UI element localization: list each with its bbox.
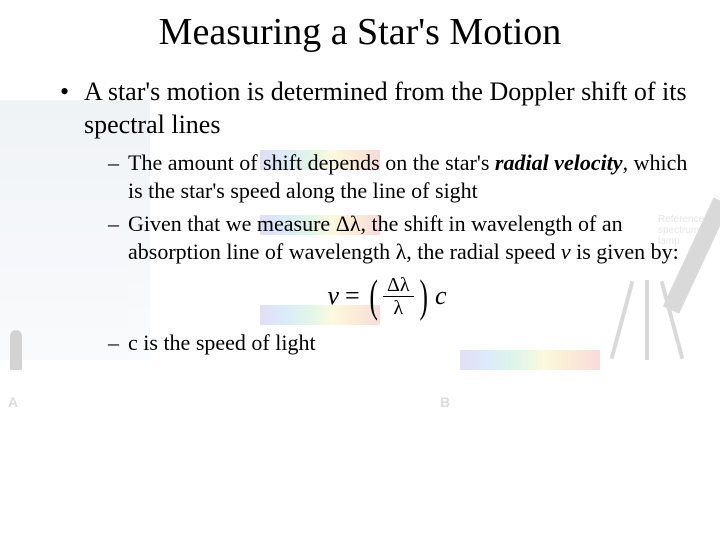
formula-num: Δλ (383, 274, 414, 296)
slide-content: Measuring a Star's Motion A star's motio… (0, 0, 720, 357)
formula-rhs: c (435, 280, 447, 313)
sub-bullet-2: Given that we measure Δλ, the shift in w… (108, 210, 690, 265)
paren-left: ( (369, 273, 377, 319)
formula-fraction: Δλ λ (383, 274, 414, 319)
sub-bullet-1: The amount of shift depends on the star'… (108, 149, 690, 204)
sub1-lead: The amount of shift depends on the star'… (128, 150, 495, 175)
formula-lhs: v (328, 280, 340, 313)
slide-title: Measuring a Star's Motion (30, 10, 690, 54)
sub1-em: radial velocity (495, 150, 623, 175)
formula-eq: = (345, 280, 360, 313)
bg-label-a: A (8, 394, 18, 410)
formula-den: λ (389, 297, 407, 319)
sub2-lead: Given that we measure Δλ, the shift in w… (128, 211, 623, 264)
bg-label-b: B (440, 394, 450, 410)
sub2-v: v (561, 239, 571, 264)
sub-bullet-3: c is the speed of light (108, 329, 690, 357)
bullet-main: A star's motion is determined from the D… (60, 76, 690, 357)
bullet-main-text: A star's motion is determined from the D… (84, 77, 687, 139)
sub3-text: c is the speed of light (128, 330, 316, 355)
formula: v = ( Δλ λ ) c (84, 273, 690, 319)
paren-right: ) (419, 273, 427, 319)
sub2-tail: is given by: (571, 239, 679, 264)
